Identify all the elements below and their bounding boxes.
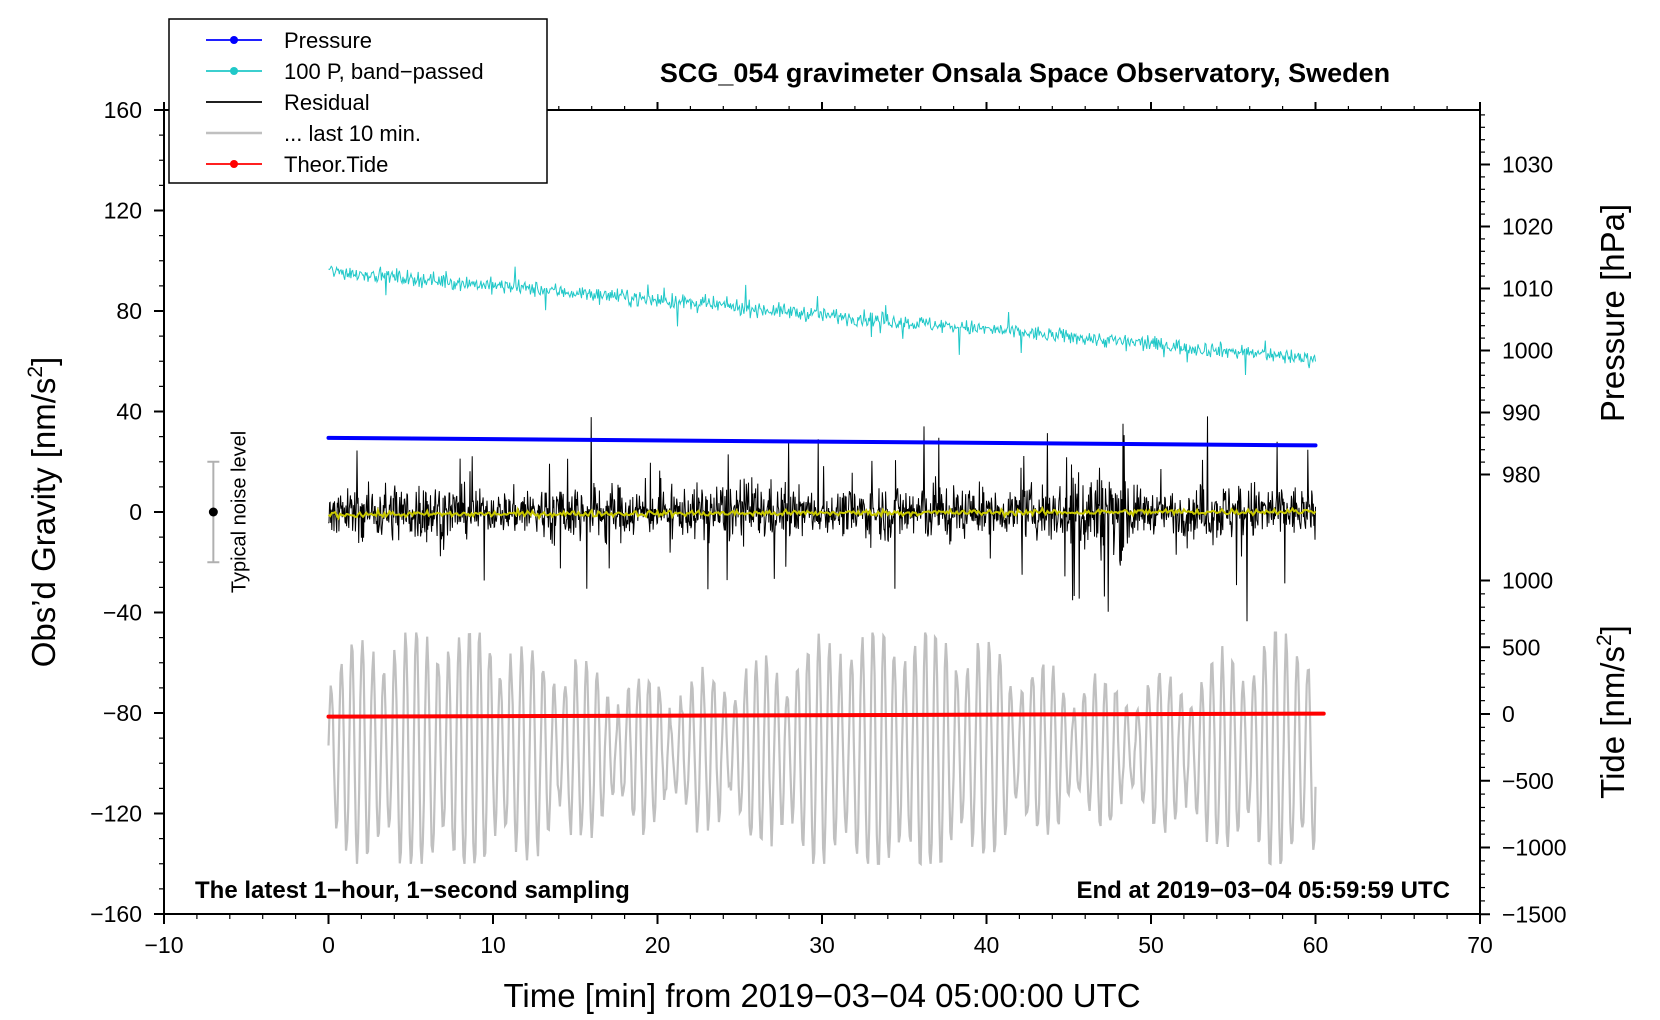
x-tick-label: 10 [480,932,506,958]
series-band-passed-pressure [328,265,1316,376]
chart-title: SCG_054 gravimeter Onsala Space Observat… [660,58,1390,88]
legend-label: Residual [284,90,370,115]
y-tick-label: −40 [103,600,142,626]
tide-tick-label: −1500 [1502,901,1567,927]
y-axis-left-title-end: ] [25,357,62,366]
legend-marker [230,160,238,168]
legend-label: Theor.Tide [284,152,388,177]
y-tick-label: −120 [90,801,142,827]
y-axis-left-title-main: Obs’d Gravity [nm/s [25,378,62,668]
y-axis-tide-title-main: Tide [nm/s [1594,646,1631,799]
pressure-tick-label: 1010 [1502,276,1553,302]
annotation-sampling: The latest 1−hour, 1−second sampling [195,877,630,904]
series-pressure [326,435,1318,448]
series-layer [326,265,1326,867]
pressure-tick-label: 980 [1502,462,1540,488]
legend-label: Pressure [284,28,372,53]
x-tick-label: 60 [1303,932,1329,958]
y-axis-tide: −1500 −1000 −500 0 500 1000 [1480,568,1567,927]
tide-tick-label: 500 [1502,634,1540,660]
y-axis-left-title: Obs’d Gravity [nm/s2] [24,357,62,668]
legend-marker [230,67,238,75]
series-residual-smoothed [327,505,1317,521]
tide-tick-label: 0 [1502,701,1515,727]
y-axis-tide-title-sup: 2 [1593,634,1616,646]
x-tick-label: 70 [1467,932,1493,958]
tide-tick-label: −500 [1502,768,1554,794]
x-tick-label: 20 [645,932,671,958]
pressure-tick-label: 990 [1502,400,1540,426]
legend-items: Pressure 100 P, band−passed Residual ... la… [206,28,484,177]
x-axis: −10 0 10 20 30 40 50 60 70 [144,102,1493,958]
y-tick-label: 40 [116,399,142,425]
y-tick-label: 80 [116,298,142,324]
y-axis-tide-title: Tide [nm/s2] [1593,625,1631,799]
legend-marker [230,36,238,44]
pressure-tick-label: 1020 [1502,214,1553,240]
x-tick-label: 30 [809,932,835,958]
y-axis-tide-title-end: ] [1594,625,1631,634]
y-axis-pressure: 980 990 1000 1010 1020 1030 [1480,114,1553,488]
noise-center-dot [208,507,218,517]
tide-tick-label: −1000 [1502,835,1567,861]
y-tick-label: −160 [90,901,142,927]
legend-label: ... last 10 min. [284,121,421,146]
series-residual [328,416,1316,622]
y-tick-label: −80 [103,700,142,726]
series-theoretical-tide [326,711,1326,719]
x-tick-label: −10 [144,932,183,958]
y-tick-label: 120 [104,198,142,224]
noise-level-indicator: Typical noise level [207,431,250,593]
noise-label: Typical noise level [228,431,250,593]
legend-box [168,18,548,184]
annotation-end-time: End at 2019−03−04 05:59:59 UTC [1076,877,1450,904]
y-axis-left: −160 −120 −80 −40 0 40 80 120 160 [90,97,164,927]
x-tick-label: 50 [1138,932,1164,958]
legend: Pressure 100 P, band−passed Residual ... la… [168,18,548,184]
pressure-tick-label: 1000 [1502,338,1553,364]
series-last-10-min [327,631,1317,867]
y-tick-label: 0 [129,499,142,525]
x-tick-label: 0 [322,932,335,958]
tide-tick-label: 1000 [1502,568,1553,594]
y-axis-pressure-title: Pressure [hPa] [1594,204,1631,422]
legend-label: 100 P, band−passed [284,59,484,84]
pressure-tick-label: 1030 [1502,152,1553,178]
x-tick-label: 40 [974,932,1000,958]
x-axis-title: Time [min] from 2019−03−04 05:00:00 UTC [503,977,1140,1014]
y-tick-label: 160 [104,97,142,123]
y-axis-left-title-sup: 2 [24,366,47,378]
